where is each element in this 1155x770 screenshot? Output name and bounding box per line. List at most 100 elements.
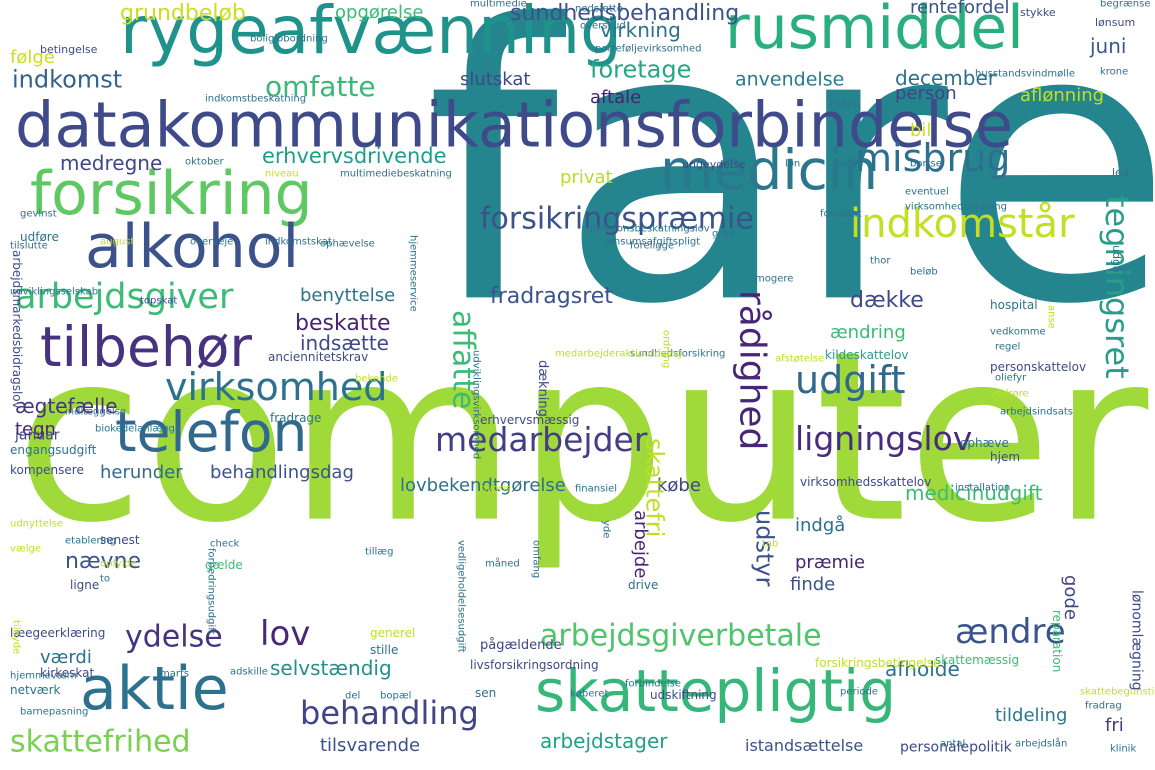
word: computer — [15, 302, 1149, 575]
word: erhvervsdrivende — [262, 144, 447, 168]
word: livsforsikringsordning — [470, 658, 599, 672]
word: rygeafvænning — [120, 0, 622, 69]
word: nypris — [480, 483, 511, 494]
word: kildeskattelov — [825, 348, 909, 362]
word: kompensere — [10, 463, 84, 477]
word: tegn — [15, 419, 56, 440]
word: virkning — [600, 18, 681, 42]
word: selvstændig — [270, 656, 392, 680]
word: forsikringspræmie — [480, 202, 754, 237]
word: virksomhed — [165, 365, 387, 409]
word: privat — [560, 167, 613, 188]
word: eventuel — [905, 186, 949, 197]
word: behandlingsdag — [210, 462, 354, 483]
word: rådighed — [731, 290, 772, 450]
word: ordning — [661, 330, 672, 368]
word: gode — [1060, 575, 1081, 620]
word: indkomstskat — [265, 236, 332, 247]
word: led — [1112, 166, 1129, 179]
word: foretage — [590, 56, 691, 84]
word: tegningsret — [1098, 195, 1136, 379]
word: ophæve — [960, 436, 1009, 450]
word: pensionsbeskatningslov — [590, 223, 710, 234]
word: netværk — [10, 683, 61, 697]
word: skattepligtig — [535, 657, 896, 725]
word: skattefri — [640, 438, 668, 537]
word: hjemmeservice — [408, 235, 419, 312]
word: vedrøre — [990, 388, 1029, 399]
word: beskatte — [295, 311, 391, 336]
word: reparation — [1050, 610, 1064, 672]
word: indkomstbeskatning — [205, 93, 306, 104]
word: datakommunikationsforbindelse — [15, 88, 1013, 161]
word: januar — [14, 428, 60, 444]
word: to — [100, 573, 110, 584]
word: medicinudgift — [905, 481, 1043, 505]
word: udviklingsvirksomhed — [471, 350, 482, 459]
word: arbejdsmarkedsbidragslov — [10, 250, 24, 409]
word: ægtefælle — [15, 394, 118, 418]
word: kirkeskat — [40, 666, 94, 680]
word: ligningslov — [795, 419, 972, 458]
word: sundhedsbehandling — [510, 1, 739, 26]
word: fradrag — [1085, 700, 1122, 711]
word: inden — [830, 98, 861, 111]
word: grundbeløb — [120, 1, 246, 26]
word: ændring — [830, 322, 906, 343]
word: periode — [840, 686, 878, 697]
word: lønomlægning — [1128, 590, 1144, 691]
word: lønsum — [1095, 16, 1135, 29]
word: krone — [1100, 66, 1128, 77]
word: medarbejderaktieordning — [555, 348, 682, 359]
word: børn — [834, 158, 857, 169]
word: arbejdsgiverbetale — [540, 619, 822, 654]
word: aktie — [80, 654, 229, 724]
word: gælde — [205, 558, 243, 572]
word: virksomhedsskattelov — [800, 475, 931, 489]
word: udnyttelse — [10, 518, 63, 529]
word: mogere — [755, 273, 793, 284]
word: afholde — [885, 657, 960, 681]
word: misbrug — [855, 136, 1010, 180]
word: forbedringsudgift — [206, 548, 217, 635]
word: etablering — [65, 535, 116, 546]
word: køberet — [570, 688, 608, 699]
word: overveje — [190, 236, 233, 247]
word: arbejdsgiver — [15, 277, 234, 317]
word: stykke — [1020, 6, 1056, 19]
word: ungeydelse — [682, 158, 746, 171]
word: udviklingsselskab — [10, 286, 98, 297]
word: check — [210, 538, 239, 549]
word: virksomhedsordning — [905, 201, 1007, 212]
word: udstyr — [750, 510, 778, 587]
word: medarbejder — [435, 420, 648, 459]
word: generel — [370, 626, 415, 640]
word: bopæl — [380, 690, 411, 701]
word: læegeerklæring — [10, 626, 105, 640]
word: arbejdstager — [540, 729, 668, 753]
word: antal — [940, 738, 965, 749]
word: telefon — [115, 400, 307, 464]
word: behandling — [300, 694, 479, 732]
word: adskille — [230, 666, 268, 677]
word: fri — [1105, 715, 1124, 736]
word: juni — [1089, 34, 1126, 58]
word: sundhedsforsikring — [630, 348, 725, 359]
word: forsikring — [30, 159, 313, 229]
word: slutskat — [460, 69, 530, 90]
word: stille — [370, 643, 398, 657]
word: vedkomme — [990, 326, 1046, 337]
word: porteføljevirksomhed — [595, 43, 702, 54]
word: udgift — [795, 358, 906, 402]
word: senest — [100, 533, 140, 547]
word: dækning — [535, 360, 550, 417]
word: omfang — [531, 540, 542, 578]
word: sen — [475, 686, 496, 700]
word: beløb — [910, 266, 938, 277]
word: indsætte — [300, 331, 389, 355]
word: barnepasning — [20, 706, 88, 717]
word: tillæg — [365, 546, 393, 557]
word: bil — [910, 120, 931, 141]
